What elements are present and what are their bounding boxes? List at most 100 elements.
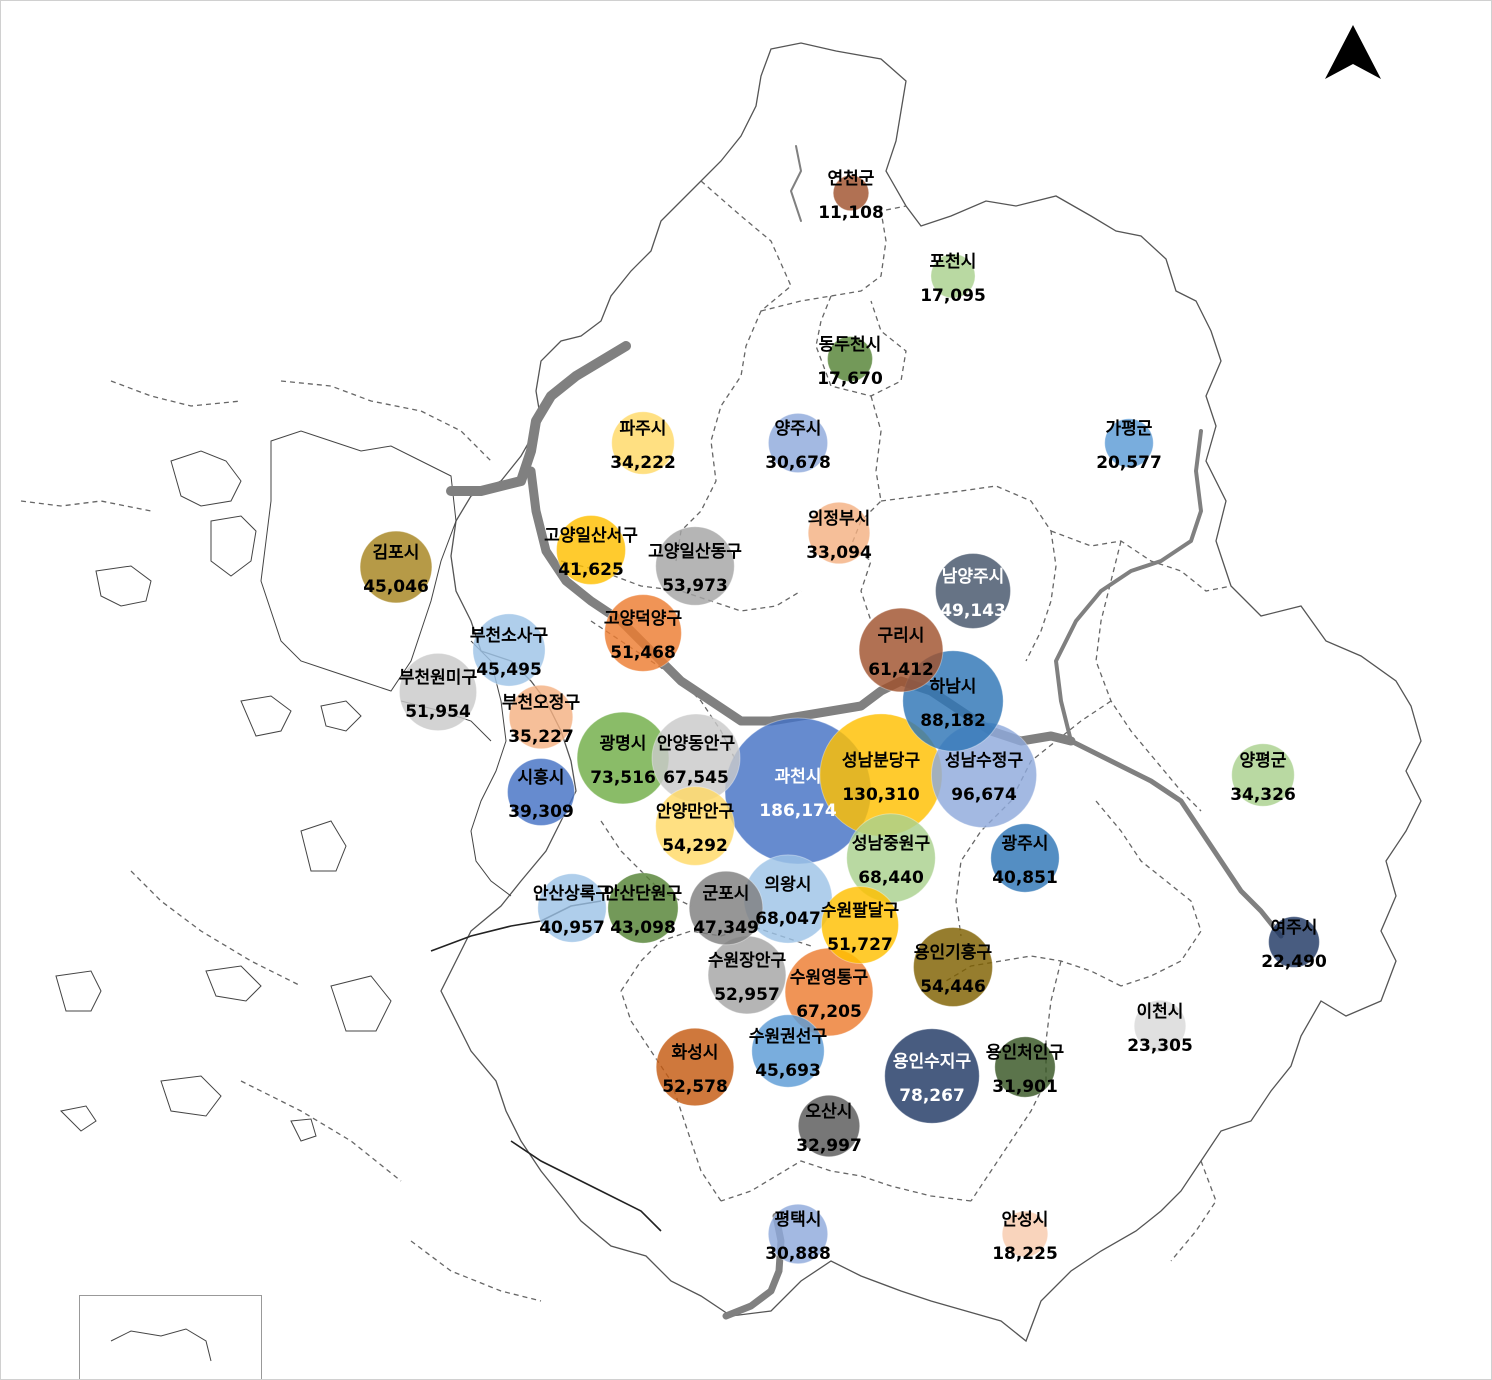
island [330,975,392,1032]
region-value-label: 18,225 [992,1244,1058,1264]
region-value-label: 68,440 [858,868,924,888]
island [160,1075,222,1117]
region-bubble [1001,1210,1049,1258]
region-value-label: 51,954 [405,702,471,722]
region-name-label: 안양만안구 [656,802,735,822]
hantan-river [790,145,802,222]
district-boundary [110,380,242,407]
region-value-label: 51,727 [827,935,893,955]
region-name-label: 의정부시 [808,509,871,529]
region-value-label: 40,957 [539,918,605,938]
district-boundary [970,960,1062,1202]
region-name-label: 성남수정구 [945,751,1024,771]
region-value-label: 88,182 [920,711,986,731]
region-value-label: 39,309 [508,802,574,822]
region-name-label: 안성시 [1002,1210,1049,1230]
province-outer-boundary [440,42,1422,1343]
region-name-label: 고양일산동구 [648,542,742,562]
region-name-label: 용인수지구 [893,1052,972,1072]
region-name-label: 광주시 [1002,834,1049,854]
region-name-label: 파주시 [620,419,667,439]
region-bubble [935,553,1011,629]
rail-line [510,1140,662,1232]
region-name-label: 오산시 [806,1102,853,1122]
region-name-label: 광명시 [600,734,647,754]
island [240,695,292,737]
island [205,965,262,1002]
region-bubble [1231,743,1295,807]
region-name-label: 부천소사구 [470,626,549,646]
region-name-label: 연천군 [828,169,875,189]
imjin-river [446,341,631,496]
region-bubble [655,786,735,866]
region-value-label: 30,678 [765,453,831,473]
region-value-label: 20,577 [1096,453,1162,473]
region-name-label: 김포시 [373,543,420,563]
region-value-label: 43,098 [610,918,676,938]
region-bubble [930,253,976,299]
region-bubble [508,684,574,750]
region-value-label: 96,674 [951,785,1017,805]
region-bubble [858,607,944,693]
han-river-south [1068,738,1284,939]
district-boundary [130,870,302,987]
region-value-label: 35,227 [508,727,574,747]
district-boundary [720,1160,972,1202]
region-name-label: 수원팔달구 [821,900,900,921]
island [170,450,242,507]
region-bubble [611,411,675,475]
region-name-label: 포천시 [930,252,977,272]
region-name-label: 여주시 [1271,918,1318,938]
region-bubble [767,412,829,474]
region-value-label: 52,578 [662,1077,728,1097]
region-value-label: 33,094 [806,543,872,563]
north-arrow-icon [1325,25,1381,79]
region-bubble [807,501,871,565]
region-value-label: 54,446 [920,977,986,997]
region-name-label: 남양주시 [942,567,1005,587]
region-name-label: 시흥시 [518,767,565,788]
region-bubble [884,1028,980,1124]
district-boundary [410,1240,542,1302]
region-value-label: 53,973 [662,576,728,596]
district-boundary [1095,800,1202,987]
region-value-label: 11,108 [818,203,884,223]
region-bubble [537,873,607,943]
region-value-label: 34,326 [1230,785,1296,805]
region-name-label: 동두천시 [819,335,882,355]
island [300,820,347,872]
region-name-label: 의왕시 [765,875,812,895]
inset-map-box [79,1295,262,1379]
region-value-label: 49,143 [940,601,1006,621]
region-bubble [507,758,575,826]
region-value-label: 54,292 [662,836,728,856]
district-boundary [240,1080,402,1182]
district-boundary [880,485,1057,662]
region-value-label: 186,174 [759,801,837,821]
region-value-label: 73,516 [590,768,656,788]
region-value-label: 45,693 [755,1061,821,1081]
inset-coastline [110,1328,212,1362]
region-value-label: 23,305 [1127,1036,1193,1056]
region-name-label: 성남분당구 [842,751,921,771]
region-bubble [472,613,546,687]
region-name-label: 성남중원구 [852,834,931,854]
region-value-label: 68,047 [755,909,821,929]
region-name-label: 용인처인구 [986,1043,1065,1063]
region-name-label: 수원영통구 [790,968,869,988]
region-bubble [767,1203,829,1265]
region-value-label: 31,901 [992,1077,1058,1097]
region-name-label: 이천시 [1137,1002,1184,1022]
district-boundary [1170,1160,1217,1262]
district-boundary [760,205,907,312]
region-value-label: 40,851 [992,868,1058,888]
region-value-label: 51,468 [610,643,676,663]
region-name-label: 안산상록구 [533,884,612,904]
region-value-label: 45,495 [476,660,542,680]
region-name-label: 하남시 [930,677,977,697]
region-name-label: 가평군 [1106,419,1153,439]
bubble-layer: 연천군 11,108 포천시 17,095 동두천시 17,670 파주시 34,222 양주시… [359,169,1327,1265]
region-value-label: 41,625 [558,560,624,580]
island [210,515,257,577]
region-name-label: 수원권선구 [749,1027,828,1047]
